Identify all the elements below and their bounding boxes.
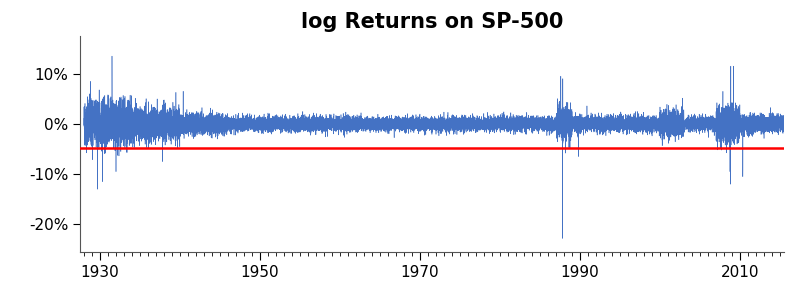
- Title: log Returns on SP-500: log Returns on SP-500: [301, 12, 563, 32]
